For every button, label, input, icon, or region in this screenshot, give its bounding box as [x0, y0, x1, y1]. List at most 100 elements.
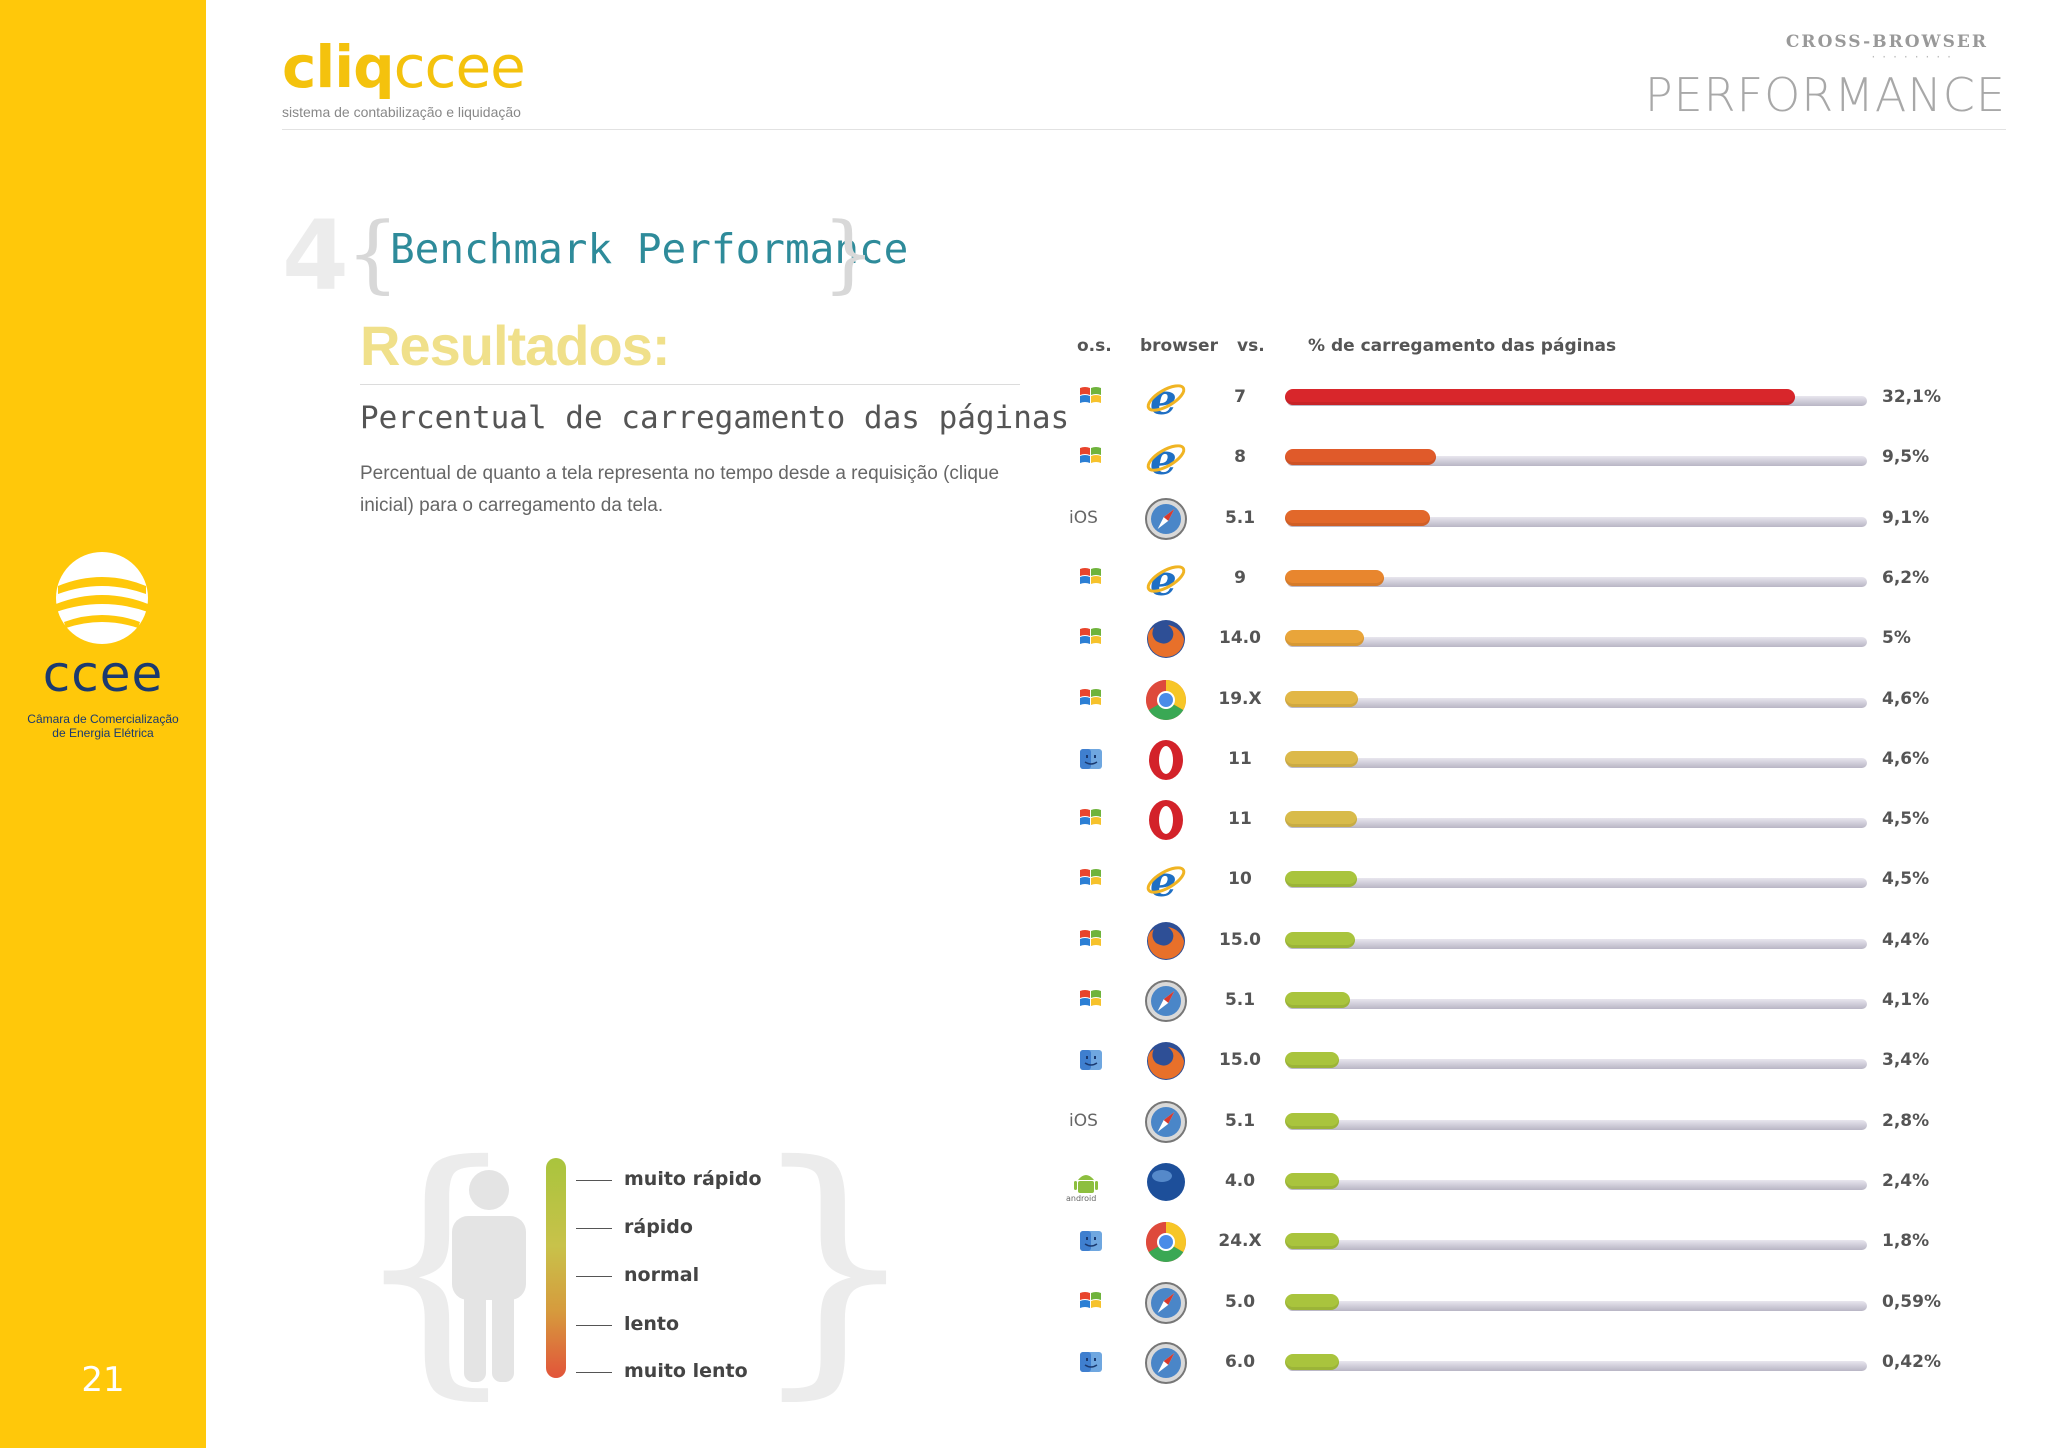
bar-track: [1287, 637, 1867, 647]
windows-icon: [1078, 565, 1104, 593]
column-header-version: vs.: [1237, 336, 1265, 356]
bar-track: [1287, 758, 1867, 768]
firefox-icon: [1144, 617, 1188, 665]
firefox-icon: [1144, 919, 1188, 967]
legend-tick: [576, 1372, 612, 1373]
column-header-os: o.s.: [1077, 336, 1112, 356]
windows-icon: [1078, 987, 1104, 1015]
bar-track: [1287, 818, 1867, 828]
bar: [1285, 389, 1795, 405]
version-label: 10: [1228, 869, 1252, 889]
legend-tick: [576, 1325, 612, 1326]
windows-icon: [1078, 866, 1104, 894]
legend-tick: [576, 1276, 612, 1277]
speed-scale-bar: [546, 1158, 566, 1378]
bar: [1285, 1354, 1339, 1370]
mac-icon: [1078, 1349, 1104, 1379]
bar: [1285, 871, 1357, 887]
windows-icon: [1078, 806, 1104, 834]
bar: [1285, 1113, 1339, 1129]
windows-icon: [1078, 686, 1104, 714]
bar-track: [1287, 1059, 1867, 1069]
organization-name-line2: de Energia Elétrica: [52, 726, 154, 740]
bar-track: [1287, 456, 1867, 466]
windows-icon: [1078, 1289, 1104, 1317]
legend-label-very-fast: muito rápido: [624, 1168, 762, 1190]
windows-icon: [1078, 927, 1104, 955]
header-title: PERFORMANCE: [1644, 68, 2006, 122]
header-dots-divider: ········: [1871, 50, 1958, 64]
bar-track: [1287, 999, 1867, 1009]
bar: [1285, 992, 1350, 1008]
ccee-emblem-icon: [56, 552, 148, 644]
chrome-icon: [1144, 678, 1188, 726]
bar: [1285, 1233, 1339, 1249]
internet-explorer-icon: e: [1144, 857, 1188, 906]
svg-text:e: e: [1150, 376, 1177, 420]
bar-track: [1287, 1361, 1867, 1371]
value-label: 0,59%: [1882, 1292, 1941, 1312]
version-label: 5.1: [1224, 508, 1256, 528]
internet-explorer-icon: e: [1144, 556, 1188, 605]
bar-track: [1287, 939, 1867, 949]
bar-track: [1287, 698, 1867, 708]
value-label: 4,4%: [1882, 930, 1930, 950]
svg-text:e: e: [1150, 436, 1177, 480]
bar-track: [1287, 1180, 1867, 1190]
bar: [1285, 449, 1436, 465]
value-label: 1,8%: [1882, 1231, 1930, 1251]
safari-icon: [1144, 1281, 1188, 1329]
bar-track: [1287, 1240, 1867, 1250]
version-label: 24.X: [1218, 1231, 1262, 1251]
bar: [1285, 1052, 1339, 1068]
legend-label-normal: normal: [624, 1264, 700, 1286]
mac-icon: [1078, 746, 1104, 776]
bar: [1285, 570, 1384, 586]
bar-track: [1287, 517, 1867, 527]
results-divider: [360, 384, 1020, 385]
ccee-logo-text: ccee: [42, 645, 164, 703]
bar: [1285, 932, 1355, 948]
section-title: Benchmark Performance: [390, 225, 909, 273]
version-label: 9: [1234, 568, 1246, 588]
version-label: 5.0: [1224, 1292, 1256, 1312]
version-label: 4.0: [1224, 1171, 1256, 1191]
brand-logo: cliqccee: [282, 33, 526, 101]
value-label: 9,1%: [1882, 508, 1930, 528]
version-label: 6.0: [1224, 1352, 1256, 1372]
version-label: 7: [1234, 387, 1246, 407]
value-label: 4,5%: [1882, 809, 1930, 829]
ios-icon: iOS: [1068, 505, 1104, 533]
chrome-icon: [1144, 1220, 1188, 1268]
bar: [1285, 1173, 1339, 1189]
column-header-metric: % de carregamento das páginas: [1308, 336, 1617, 356]
legend-label-very-slow: muito lento: [624, 1360, 748, 1382]
value-label: 6,2%: [1882, 568, 1930, 588]
mac-icon: [1078, 1047, 1104, 1077]
version-label: 5.1: [1224, 1111, 1256, 1131]
legend-tick: [576, 1228, 612, 1229]
bar: [1285, 510, 1430, 526]
legend-close-brace-decoration: }: [748, 1107, 920, 1422]
safari-icon: [1144, 1341, 1188, 1389]
results-heading: Resultados:: [360, 314, 670, 377]
windows-icon: [1078, 444, 1104, 472]
value-label: 3,4%: [1882, 1050, 1930, 1070]
person-icon: [452, 1170, 526, 1382]
svg-text:e: e: [1150, 557, 1177, 601]
bar: [1285, 691, 1358, 707]
svg-text:android: android: [1066, 1194, 1096, 1202]
firefox-icon: [1144, 1039, 1188, 1087]
android-browser-icon: [1144, 1160, 1188, 1208]
value-label: 5%: [1882, 628, 1911, 648]
brand-logo-bold: cliq: [282, 33, 395, 101]
safari-icon: [1144, 979, 1188, 1027]
svg-text:iOS: iOS: [1069, 1111, 1098, 1131]
organization-name-line1: Câmara de Comercialização: [27, 712, 179, 726]
legend-label-slow: lento: [624, 1313, 680, 1335]
internet-explorer-icon: e: [1144, 435, 1188, 484]
bar: [1285, 751, 1358, 767]
windows-icon: [1078, 625, 1104, 653]
bar-track: [1287, 1120, 1867, 1130]
version-label: 14.0: [1219, 628, 1261, 648]
